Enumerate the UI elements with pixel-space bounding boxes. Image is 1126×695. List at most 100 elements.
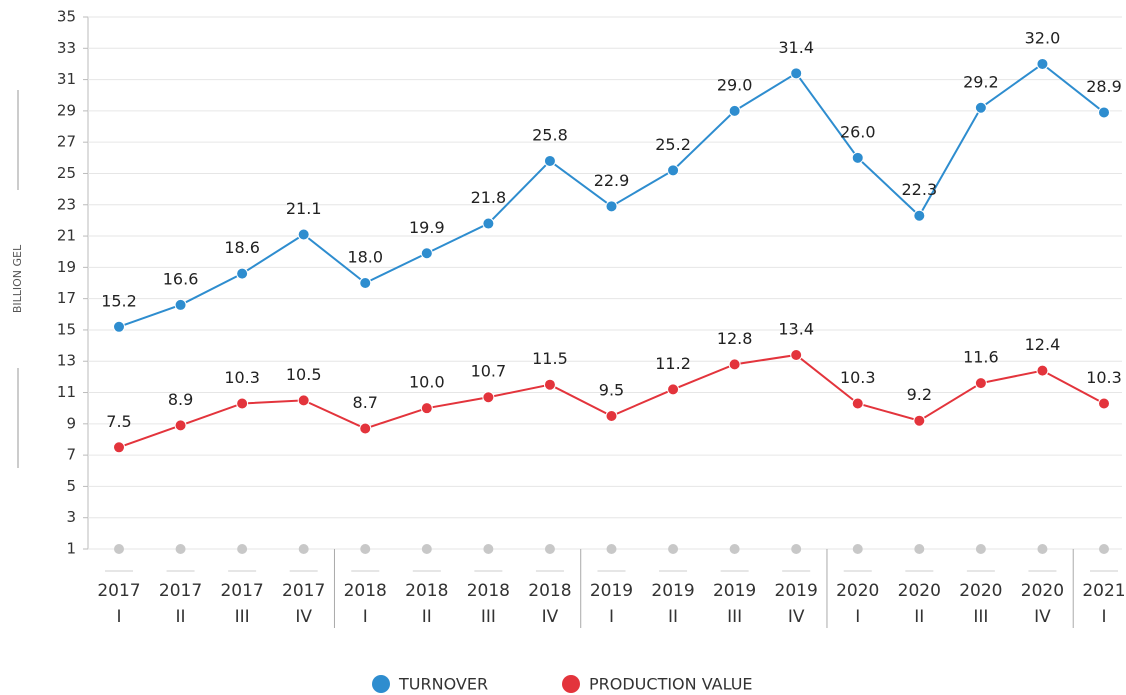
- x-tick-label: 2018: [344, 581, 387, 601]
- x-tick-label: 2018: [528, 581, 571, 601]
- category-dot: [791, 544, 802, 554]
- y-tick-label: 13: [57, 352, 76, 370]
- data-label: 25.2: [655, 135, 691, 154]
- data-point: [851, 151, 864, 164]
- y-tick-label: 21: [57, 227, 76, 245]
- x-tick-label: 2018: [405, 581, 448, 601]
- data-label: 8.9: [168, 390, 193, 409]
- category-dot: [483, 544, 494, 554]
- data-label: 16.6: [163, 269, 199, 288]
- data-point: [482, 217, 495, 230]
- data-label: 22.3: [902, 180, 938, 199]
- data-point: [974, 377, 987, 390]
- y-tick-label: 3: [66, 508, 76, 526]
- data-label: 19.9: [409, 218, 445, 237]
- data-label: 10.0: [409, 373, 445, 392]
- x-tick-label: IV: [295, 607, 312, 627]
- data-label: 12.4: [1025, 335, 1061, 354]
- y-tick-label: 27: [57, 133, 76, 151]
- x-tick-label: II: [668, 607, 678, 627]
- category-dot: [298, 544, 309, 554]
- data-point: [790, 348, 803, 361]
- data-point: [236, 397, 249, 410]
- y-tick-label: 29: [57, 101, 76, 119]
- x-tick-label: III: [481, 607, 496, 627]
- x-tick-label: 2018: [467, 581, 510, 601]
- data-point: [728, 358, 741, 371]
- x-tick-label: 2017: [97, 581, 140, 601]
- data-point: [728, 104, 741, 117]
- legend-label: TURNOVER: [398, 675, 488, 694]
- data-label: 12.8: [717, 329, 753, 348]
- y-axis-label: BILLION GEL: [11, 244, 24, 313]
- y-tick-label: 7: [66, 446, 76, 464]
- x-tick-label: 2019: [651, 581, 694, 601]
- category-dot: [1037, 544, 1048, 554]
- data-point: [851, 397, 864, 410]
- x-tick-label: 2020: [836, 581, 879, 601]
- category-dot: [421, 544, 432, 554]
- x-tick-label: I: [609, 607, 614, 627]
- data-point: [1036, 364, 1049, 377]
- data-point: [174, 419, 187, 432]
- x-tick-label: III: [235, 607, 250, 627]
- y-tick-label: 35: [57, 8, 76, 26]
- data-label: 10.7: [471, 362, 507, 381]
- y-tick-label: 9: [66, 414, 76, 432]
- y-tick-label: 15: [57, 320, 76, 338]
- x-tick-label: I: [1101, 607, 1106, 627]
- data-point: [113, 320, 125, 333]
- data-label: 18.0: [347, 248, 383, 267]
- data-label: 11.2: [655, 354, 691, 373]
- x-tick-label: III: [973, 607, 988, 627]
- x-tick-label: I: [855, 607, 860, 627]
- data-label: 13.4: [778, 319, 814, 338]
- category-dot: [606, 544, 617, 554]
- data-point: [482, 391, 495, 404]
- x-tick-label: II: [176, 607, 186, 627]
- data-point: [1098, 397, 1110, 410]
- data-label: 28.9: [1086, 77, 1122, 96]
- data-label: 32.0: [1025, 28, 1061, 47]
- category-dot: [914, 544, 925, 554]
- y-tick-label: 5: [66, 477, 76, 495]
- data-label: 7.5: [106, 412, 131, 431]
- data-label: 9.5: [599, 381, 624, 400]
- data-point: [174, 298, 187, 311]
- data-point: [420, 402, 433, 415]
- x-tick-label: 2020: [898, 581, 941, 601]
- data-point: [297, 394, 310, 407]
- x-tick-label: 2019: [713, 581, 756, 601]
- data-point: [605, 200, 618, 213]
- x-tick-label: 2020: [1021, 581, 1064, 601]
- x-tick-label: IV: [788, 607, 805, 627]
- data-point: [667, 164, 680, 177]
- data-label: 31.4: [778, 38, 814, 57]
- data-label: 18.6: [224, 238, 260, 257]
- x-tick-label: II: [422, 607, 432, 627]
- data-label: 15.2: [101, 291, 137, 310]
- data-point: [913, 414, 926, 427]
- data-point: [359, 277, 372, 289]
- data-point: [543, 154, 556, 167]
- legend-label: PRODUCTION VALUE: [589, 675, 753, 694]
- y-tick-label: 31: [57, 70, 76, 88]
- data-point: [790, 67, 803, 80]
- category-dot: [114, 544, 124, 554]
- data-point: [1036, 57, 1049, 70]
- data-label: 10.3: [840, 368, 876, 387]
- series-line: [118, 353, 1105, 449]
- x-tick-label: IV: [542, 607, 559, 627]
- y-tick-label: 19: [57, 258, 76, 276]
- data-label: 22.9: [594, 171, 630, 190]
- data-point: [297, 228, 310, 241]
- category-dot: [975, 544, 986, 554]
- category-dot: [852, 544, 863, 554]
- data-point: [605, 410, 618, 422]
- data-label: 21.1: [286, 199, 322, 218]
- data-label: 26.0: [840, 122, 876, 141]
- data-label: 10.5: [286, 365, 322, 384]
- category-dot: [668, 544, 679, 554]
- data-point: [420, 247, 433, 260]
